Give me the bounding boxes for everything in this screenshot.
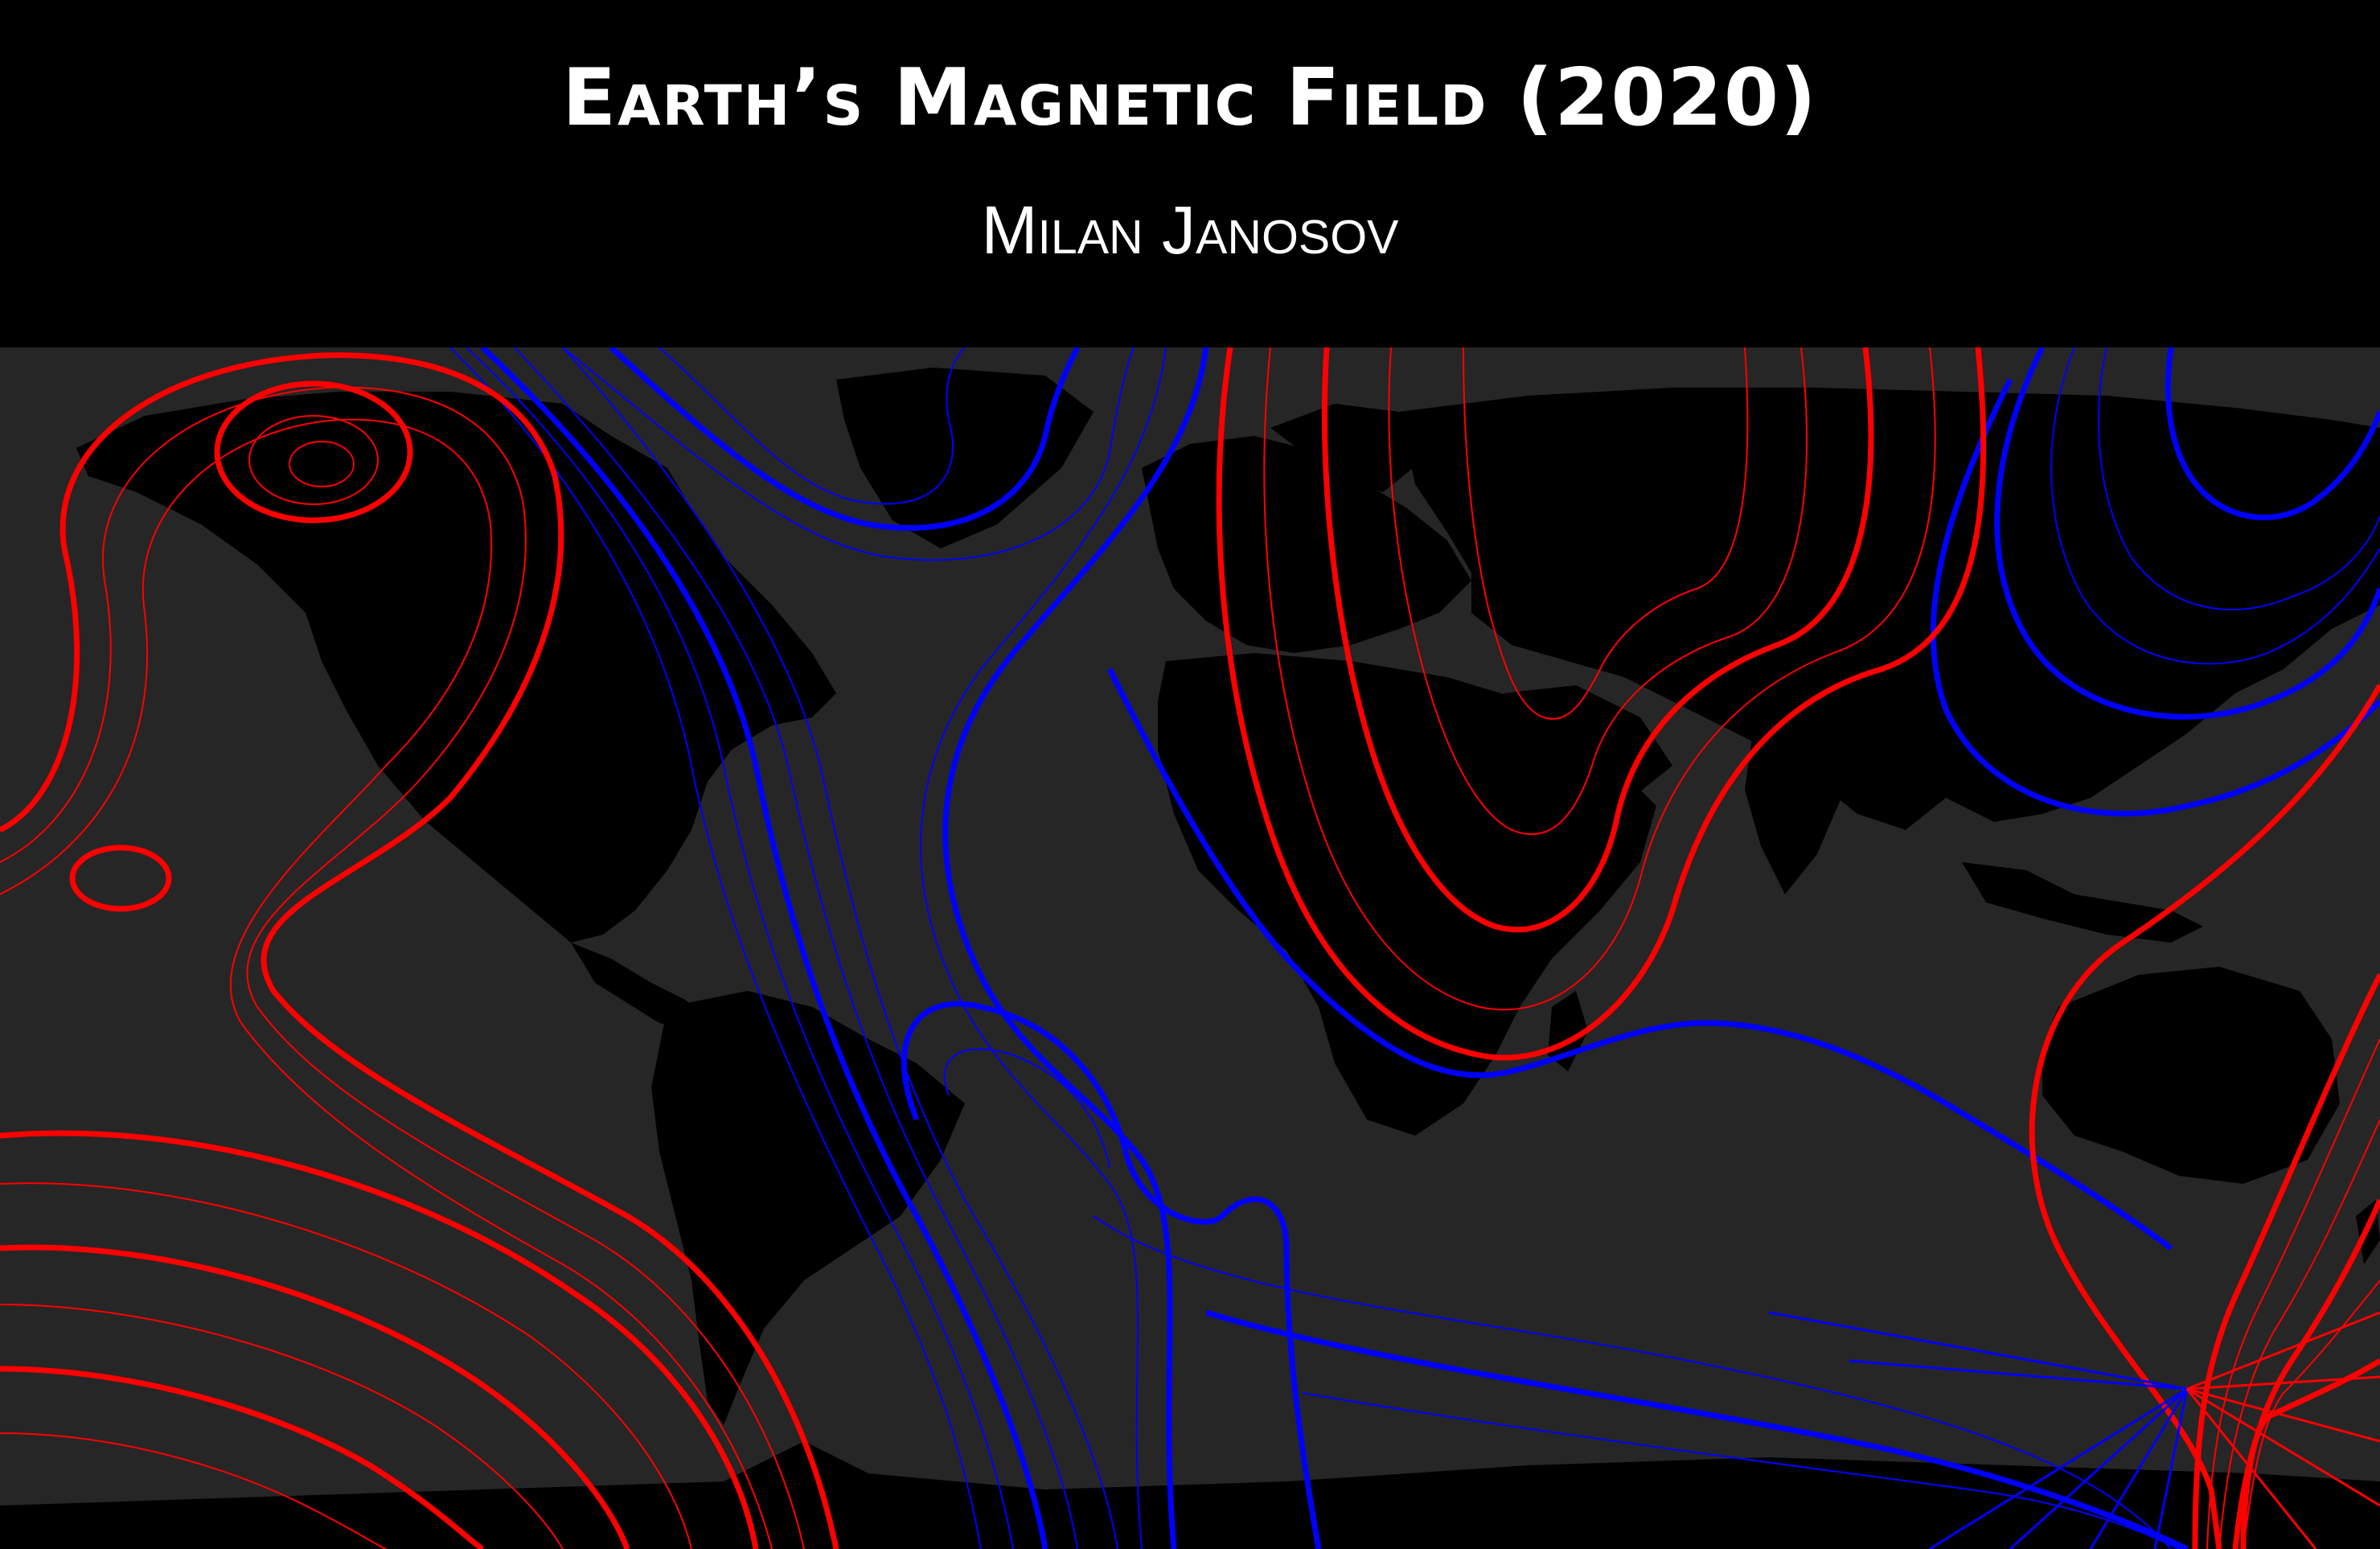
field-line xyxy=(289,441,355,487)
field-line xyxy=(562,347,1135,561)
field-line xyxy=(1994,347,2380,720)
south-america xyxy=(651,991,965,1425)
field-line xyxy=(1302,1392,2180,1549)
field-line xyxy=(1321,347,1874,933)
field-line xyxy=(2240,1358,2380,1549)
field-line xyxy=(0,1130,759,1549)
africa xyxy=(1158,653,1656,1136)
map-title: Earth’s Magnetic Field (2020) xyxy=(562,52,1818,144)
field-line xyxy=(1929,1387,2188,1549)
field-line xyxy=(2243,1280,2380,1549)
field-line xyxy=(2186,1375,2380,1391)
field-line xyxy=(901,1000,1322,1549)
author-name: Milan Janosov xyxy=(981,192,1399,268)
field-line xyxy=(0,1432,387,1549)
field-line xyxy=(1106,668,2173,1251)
field-line xyxy=(1768,1311,2188,1391)
scandinavia xyxy=(1270,404,1423,492)
field-line xyxy=(2206,1038,2380,1549)
field-line xyxy=(1216,347,1987,1061)
field-line xyxy=(1388,347,1808,836)
field-line xyxy=(942,347,1209,1549)
field-line xyxy=(2185,1388,2317,1549)
title-banner: Earth’s Magnetic Field (2020) Milan Jano… xyxy=(0,0,2380,347)
field-line xyxy=(0,1304,564,1549)
field-line xyxy=(1093,1215,2172,1549)
field-line xyxy=(480,347,1048,1549)
positive-field-lines xyxy=(0,347,2380,1549)
field-line xyxy=(2089,1388,2189,1549)
field-line xyxy=(920,347,1167,1549)
field-line xyxy=(0,352,839,1549)
australia xyxy=(2042,967,2340,1184)
india xyxy=(1745,733,1841,894)
field-line xyxy=(0,1244,630,1549)
field-line xyxy=(1463,347,1749,720)
field-line xyxy=(1930,378,2380,817)
field-line xyxy=(248,415,379,505)
field-line xyxy=(514,347,1078,1549)
field-line xyxy=(2186,1311,2380,1391)
field-line xyxy=(214,380,413,524)
field-line xyxy=(609,347,1081,531)
field-line xyxy=(2009,1387,2189,1549)
field-line xyxy=(562,347,1118,1549)
magnetic-field-map xyxy=(0,347,2380,1549)
field-line xyxy=(1263,347,1936,1011)
field-line xyxy=(2165,347,2380,520)
field-line xyxy=(2153,1388,2189,1549)
japan xyxy=(2171,613,2219,693)
field-line xyxy=(2050,347,2380,665)
field-line xyxy=(69,844,172,912)
field-line xyxy=(466,347,1014,1549)
field-line xyxy=(1849,1359,2188,1391)
field-line xyxy=(1204,1309,2189,1549)
field-line xyxy=(659,347,966,505)
field-line xyxy=(0,1182,692,1549)
field-line xyxy=(0,418,773,1549)
field-line xyxy=(943,1048,1110,1169)
field-line xyxy=(2186,1387,2380,1507)
field-line xyxy=(0,386,805,1549)
map-canvas xyxy=(0,347,2380,1549)
antarctica xyxy=(0,1441,2380,1549)
landmasses xyxy=(0,368,2380,1549)
field-line xyxy=(2192,973,2380,1549)
field-line xyxy=(0,1366,485,1549)
field-line xyxy=(2029,684,2380,1549)
southeast-asia-islands xyxy=(1962,862,2203,943)
field-line xyxy=(2098,347,2380,610)
field-line xyxy=(449,347,982,1549)
asia xyxy=(1399,388,2380,830)
south-magnetic-pole-convergence xyxy=(1768,1311,2380,1549)
negative-field-lines xyxy=(449,347,2380,1549)
field-line xyxy=(2218,1119,2380,1549)
field-line xyxy=(2186,1387,2380,1443)
